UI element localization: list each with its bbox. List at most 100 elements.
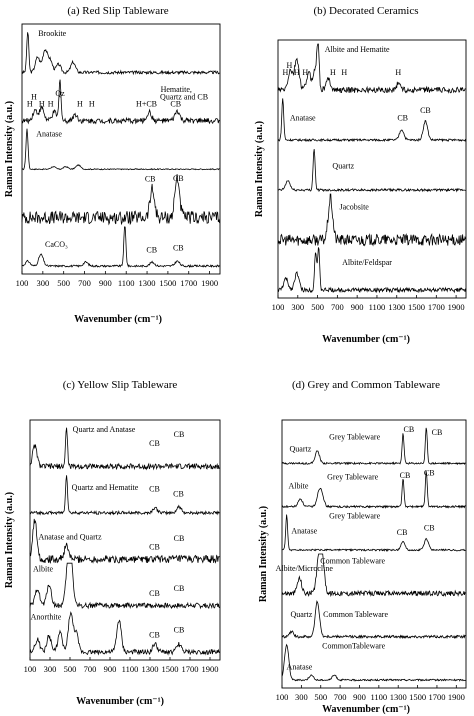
x-tick-label: 1700 bbox=[180, 278, 197, 288]
peak-label: H bbox=[395, 68, 401, 77]
chart-title: (b) Decorated Ceramics bbox=[313, 5, 418, 17]
x-tick-label: 1900 bbox=[448, 692, 465, 702]
peak-label: CB bbox=[149, 630, 160, 639]
spectrum-line bbox=[277, 43, 466, 94]
spectrum-line bbox=[277, 193, 466, 247]
peak-label: H bbox=[31, 93, 37, 102]
x-tick-label: 100 bbox=[24, 664, 37, 674]
peak-label: Brookite bbox=[38, 29, 66, 38]
peak-label: Anatase and Quartz bbox=[38, 533, 102, 542]
x-tick-label: 1100 bbox=[370, 692, 387, 702]
peak-label: CB bbox=[146, 245, 157, 254]
x-axis-label: Wavenumber (cm⁻¹) bbox=[322, 334, 410, 345]
plot-frame bbox=[21, 23, 221, 275]
x-tick-label: 1300 bbox=[139, 278, 156, 288]
x-tick-label: 900 bbox=[353, 692, 366, 702]
x-tick-label: 300 bbox=[295, 692, 308, 702]
peak-label: Qz bbox=[55, 89, 65, 98]
peak-label: Anatase bbox=[291, 526, 317, 535]
x-tick-label: 900 bbox=[104, 664, 117, 674]
chart-title: (c) Yellow Slip Tableware bbox=[63, 379, 178, 391]
chart-panels: (a) Red Slip Tableware Raman Intensity (a… bbox=[4, 5, 467, 715]
peak-label: Quartz and CB bbox=[160, 93, 208, 102]
peak-label: CB bbox=[397, 113, 408, 122]
chart-panel-1: (b) Decorated Ceramics Raman Intensity (a… bbox=[254, 5, 467, 345]
peak-label: Grey Tableware bbox=[329, 432, 380, 441]
peak-label: CommonTableware bbox=[322, 642, 385, 651]
peak-label: CB bbox=[173, 174, 184, 183]
peak-label: Albite/Feldspar bbox=[342, 258, 392, 267]
peak-label: H bbox=[283, 68, 289, 77]
peak-label: Quartz bbox=[290, 610, 312, 619]
peak-label: CB bbox=[404, 425, 415, 434]
peak-label: Albite bbox=[288, 482, 308, 491]
peak-label: Grey Tableware bbox=[327, 473, 378, 482]
spectrum-line bbox=[22, 128, 220, 171]
peak-label: Common Tableware bbox=[320, 556, 385, 565]
x-tick-label: 300 bbox=[44, 664, 57, 674]
peak-label: CB bbox=[173, 244, 184, 253]
chart-title: (d) Grey and Common Tableware bbox=[292, 379, 440, 391]
x-tick-label: 1700 bbox=[428, 302, 445, 312]
chart-panel-2: (c) Yellow Slip Tableware Raman Intensity… bbox=[4, 379, 221, 707]
peak-label: H bbox=[89, 99, 95, 108]
x-tick-label: 300 bbox=[36, 278, 49, 288]
peak-label: CB bbox=[149, 589, 160, 598]
peak-label: Albite and Hematite bbox=[325, 45, 390, 54]
spectrum-line bbox=[277, 247, 466, 294]
spectrum-line bbox=[281, 643, 466, 682]
peak-label: H bbox=[27, 99, 33, 108]
spectrum-line bbox=[21, 174, 220, 226]
spectrum-line bbox=[281, 427, 466, 466]
peak-label: H+CB bbox=[136, 99, 157, 108]
spectrum-line bbox=[21, 79, 220, 125]
peak-label: H bbox=[294, 68, 300, 77]
peak-label: CB bbox=[420, 106, 431, 115]
peak-label: Albite/Microcline bbox=[276, 564, 334, 573]
peak-label: H bbox=[48, 99, 54, 108]
peak-label: H bbox=[39, 99, 45, 108]
x-tick-label: 1500 bbox=[409, 692, 426, 702]
x-tick-label: 1100 bbox=[118, 278, 135, 288]
y-axis-label: Raman Intensity (a.u.) bbox=[4, 101, 15, 197]
spectrum-line bbox=[282, 600, 466, 640]
x-tick-label: 1900 bbox=[448, 302, 465, 312]
peak-label: H bbox=[330, 68, 336, 77]
spectrum-line bbox=[281, 514, 466, 552]
chart-panel-3: (d) Grey and Common Tableware Raman Inten… bbox=[258, 379, 467, 715]
x-tick-label: 1300 bbox=[142, 664, 159, 674]
peak-label: Quartz and Anatase bbox=[73, 425, 136, 434]
peak-label: Quartz bbox=[332, 162, 354, 171]
peak-label: Quartz bbox=[290, 444, 312, 453]
peak-label: H bbox=[286, 61, 292, 70]
plot-frame bbox=[281, 419, 467, 689]
x-tick-label: 1100 bbox=[369, 302, 386, 312]
x-tick-label: 500 bbox=[311, 302, 324, 312]
peak-label: Anorthite bbox=[31, 612, 62, 621]
x-tick-label: 1100 bbox=[122, 664, 139, 674]
peak-label: CB bbox=[174, 430, 185, 439]
peak-label: H bbox=[302, 68, 308, 77]
x-tick-label: 700 bbox=[84, 664, 97, 674]
peak-label: CB bbox=[170, 99, 181, 108]
spectrum-line bbox=[21, 226, 220, 268]
x-tick-label: 700 bbox=[331, 302, 344, 312]
peak-label: Anatase bbox=[290, 113, 316, 122]
x-tick-label: 1900 bbox=[202, 664, 219, 674]
spectrum-line bbox=[29, 475, 220, 516]
x-tick-label: 900 bbox=[351, 302, 364, 312]
x-axis-label: Wavenumber (cm⁻¹) bbox=[76, 696, 164, 707]
peak-label: CB bbox=[174, 625, 185, 634]
peak-label: CB bbox=[149, 485, 160, 494]
peak-label: CB bbox=[432, 428, 443, 437]
spectrum-line bbox=[29, 518, 220, 564]
peak-label: CB bbox=[174, 534, 185, 543]
peak-label: CB bbox=[424, 523, 435, 532]
peak-label: CB bbox=[400, 471, 411, 480]
x-axis-label: Wavenumber (cm⁻¹) bbox=[74, 314, 162, 325]
x-tick-label: 1900 bbox=[201, 278, 218, 288]
plot-frame bbox=[29, 419, 221, 661]
peak-label: CB bbox=[397, 528, 408, 537]
x-tick-label: 900 bbox=[99, 278, 112, 288]
